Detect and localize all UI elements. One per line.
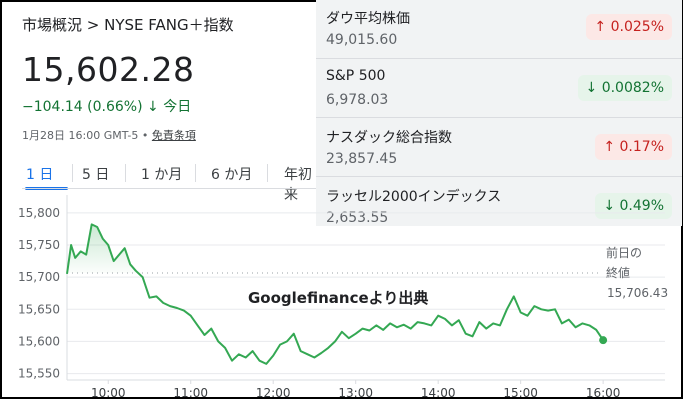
index-name: ナスダック総合指数: [326, 130, 452, 146]
tab-ytd[interactable]: 年初来: [284, 167, 312, 203]
row-divider: [316, 176, 682, 177]
tab-divider: [72, 164, 73, 182]
index-value: 2,653.55: [326, 210, 389, 226]
x-tick-label: 14:00: [421, 386, 456, 400]
x-tick-label: 11:00: [173, 386, 208, 400]
last-price-dot: [599, 336, 608, 345]
up-arrow-icon: ↑: [594, 19, 607, 35]
index-row-sp500[interactable]: S&P 500 6,978.03 ↓ 0.0082%: [316, 59, 682, 118]
y-tick-label: 15,800: [18, 206, 60, 220]
index-row-dow[interactable]: ダウ平均株価 49,015.60 ↑ 0.025%: [316, 0, 682, 59]
index-name: ダウ平均株価: [326, 11, 410, 27]
tabs-baseline: [22, 188, 322, 189]
index-value: 6,978.03: [326, 92, 389, 108]
change-badge: ↑ 0.17%: [595, 134, 672, 160]
x-tick-label: 13:00: [338, 386, 373, 400]
previous-close-label: 前日の 終値: [606, 243, 642, 283]
x-tick-label: 10:00: [91, 386, 126, 400]
timestamp-text: 1月28日 16:00 GMT-5 •: [22, 129, 152, 142]
tab-divider: [195, 164, 196, 182]
tab-divider: [267, 164, 268, 182]
breadcrumb[interactable]: 市場概況 > NYSE FANG＋指数: [22, 16, 234, 34]
previous-close-label-line1: 前日の: [606, 246, 643, 260]
change-percent: 0.0082%: [601, 80, 664, 96]
tab-divider: [125, 164, 126, 182]
change-badge: ↓ 0.0082%: [577, 75, 672, 101]
change-badge: ↑ 0.025%: [586, 14, 672, 40]
price-change: −104.14 (0.66%) ↓ 今日: [22, 96, 191, 116]
index-value: 49,015.60: [326, 32, 398, 48]
timestamp: 1月28日 16:00 GMT-5 • 免責条項: [22, 127, 196, 143]
down-arrow-icon: ↓: [147, 99, 159, 115]
previous-close-label-line2: 終値: [606, 266, 631, 280]
x-tick-label: 16:00: [586, 386, 621, 400]
price-chart[interactable]: 15,800 15,750 15,700 15,650 15,600 15,550 10:0…: [0, 190, 687, 400]
disclaimer-link[interactable]: 免責条項: [151, 129, 196, 142]
index-value: 23,857.45: [326, 151, 398, 167]
y-tick-label: 15,550: [18, 367, 60, 381]
source-annotation: Googlefinanceより出典: [248, 289, 429, 307]
x-tick-label: 12:00: [256, 386, 291, 400]
index-name: S&P 500: [326, 68, 386, 84]
range-tabs: 1 日 5 日 1 か月 6 か月 年初来: [22, 156, 322, 203]
tab-1-month[interactable]: 1 か月: [141, 167, 183, 183]
price-line: [66, 223, 604, 365]
tab-1-day[interactable]: 1 日: [26, 167, 54, 183]
down-arrow-icon: ↓: [585, 80, 598, 96]
change-percent: 0.17%: [619, 139, 664, 155]
tab-5-days[interactable]: 5 日: [82, 167, 110, 183]
y-tick-label: 15,600: [18, 334, 60, 348]
chart-area-fill: [67, 224, 604, 274]
change-value: −104.14 (0.66%): [22, 99, 143, 115]
index-row-nasdaq[interactable]: ナスダック総合指数 23,857.45 ↑ 0.17%: [316, 118, 682, 177]
index-name: ラッセル2000インデックス: [326, 189, 502, 205]
y-tick-label: 15,700: [18, 270, 60, 284]
change-period: 今日: [163, 99, 192, 115]
tab-6-months[interactable]: 6 か月: [211, 167, 253, 183]
x-tick-label: 15:00: [503, 386, 538, 400]
change-percent: 0.49%: [619, 198, 664, 214]
up-arrow-icon: ↑: [603, 139, 616, 155]
y-tick-label: 15,650: [18, 302, 60, 316]
change-percent: 0.025%: [610, 19, 664, 35]
previous-close-value: 15,706.43: [607, 286, 669, 300]
row-divider: [316, 117, 682, 118]
row-divider: [316, 58, 682, 59]
y-tick-label: 15,750: [18, 238, 60, 252]
down-arrow-icon: ↓: [603, 198, 616, 214]
market-indices-panel: ダウ平均株価 49,015.60 ↑ 0.025% S&P 500 6,978.…: [316, 0, 682, 226]
change-badge: ↓ 0.49%: [595, 193, 672, 219]
current-price: 15,602.28: [22, 50, 195, 89]
index-row-russell[interactable]: ラッセル2000インデックス 2,653.55 ↓ 0.49%: [316, 177, 682, 236]
